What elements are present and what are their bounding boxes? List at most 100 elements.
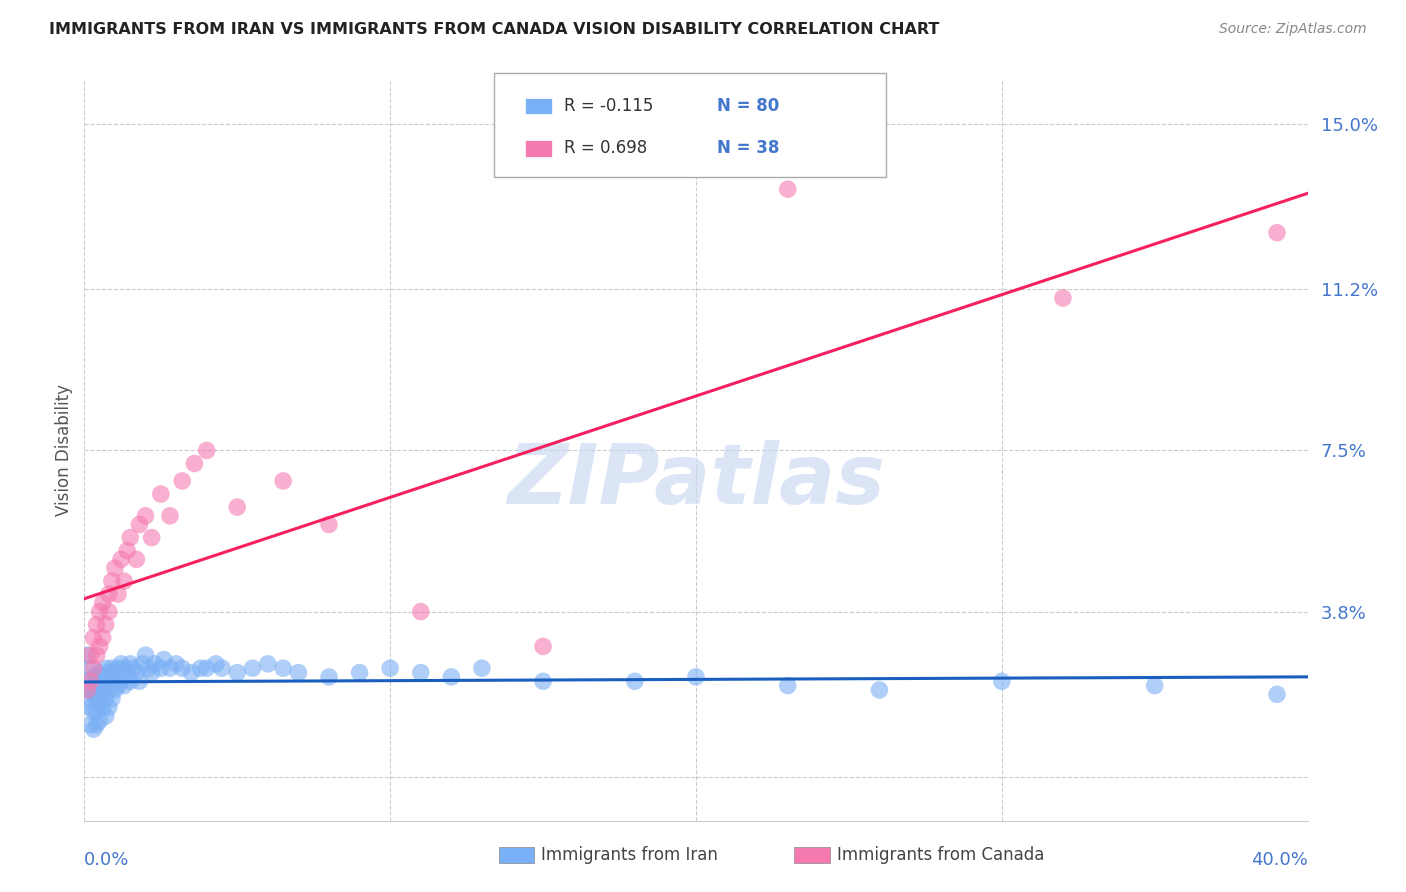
- Point: [97, 683, 120, 698]
- Point: [776, 679, 799, 693]
- Point: [409, 665, 432, 680]
- Point: [149, 661, 172, 675]
- Text: 40.0%: 40.0%: [1251, 851, 1308, 869]
- Point: [120, 531, 142, 545]
- Point: [122, 661, 145, 675]
- Point: [869, 683, 891, 698]
- Point: [112, 661, 135, 675]
- Point: [115, 665, 138, 680]
- Point: [183, 457, 205, 471]
- Point: [79, 683, 101, 698]
- Point: [97, 605, 120, 619]
- Point: [226, 665, 249, 680]
- Point: [141, 665, 163, 680]
- Point: [79, 674, 101, 689]
- Point: [83, 631, 105, 645]
- Point: [471, 661, 494, 675]
- Point: [112, 574, 135, 588]
- Point: [101, 661, 124, 675]
- Point: [318, 670, 340, 684]
- Point: [94, 691, 117, 706]
- Point: [104, 561, 127, 575]
- Point: [101, 574, 124, 588]
- Bar: [524, 140, 551, 156]
- Point: [79, 661, 101, 675]
- Point: [83, 722, 105, 736]
- Point: [531, 640, 554, 654]
- Point: [94, 679, 117, 693]
- Point: [135, 648, 157, 662]
- Point: [89, 665, 111, 680]
- Point: [83, 687, 105, 701]
- Point: [76, 648, 98, 662]
- Point: [91, 670, 114, 684]
- Point: [205, 657, 228, 671]
- Point: [76, 683, 98, 698]
- Point: [624, 674, 647, 689]
- Point: [271, 661, 294, 675]
- Point: [172, 474, 194, 488]
- Point: [149, 487, 172, 501]
- Point: [180, 665, 202, 680]
- Point: [991, 674, 1014, 689]
- Point: [86, 718, 108, 732]
- Point: [257, 657, 280, 671]
- Point: [211, 661, 233, 675]
- Point: [349, 665, 371, 680]
- Point: [226, 500, 249, 514]
- Point: [83, 705, 105, 719]
- Text: R = 0.698: R = 0.698: [564, 139, 647, 157]
- Point: [120, 657, 142, 671]
- Point: [1052, 291, 1074, 305]
- Point: [91, 596, 114, 610]
- Point: [83, 661, 105, 675]
- Text: Immigrants from Canada: Immigrants from Canada: [837, 847, 1043, 864]
- Point: [128, 517, 150, 532]
- Point: [101, 691, 124, 706]
- Point: [83, 670, 105, 684]
- Point: [380, 661, 402, 675]
- Point: [1265, 687, 1288, 701]
- Point: [97, 700, 120, 714]
- Text: IMMIGRANTS FROM IRAN VS IMMIGRANTS FROM CANADA VISION DISABILITY CORRELATION CHA: IMMIGRANTS FROM IRAN VS IMMIGRANTS FROM …: [49, 22, 939, 37]
- Y-axis label: Vision Disability: Vision Disability: [55, 384, 73, 516]
- Point: [110, 552, 132, 566]
- Point: [409, 605, 432, 619]
- Point: [172, 661, 194, 675]
- Point: [110, 674, 132, 689]
- Point: [112, 679, 135, 693]
- Point: [125, 552, 148, 566]
- Point: [86, 648, 108, 662]
- Point: [1143, 679, 1166, 693]
- Point: [107, 679, 129, 693]
- Point: [94, 661, 117, 675]
- FancyBboxPatch shape: [494, 73, 886, 177]
- Point: [91, 700, 114, 714]
- Bar: [524, 98, 551, 114]
- Point: [107, 661, 129, 675]
- Point: [94, 617, 117, 632]
- Point: [195, 661, 218, 675]
- Text: R = -0.115: R = -0.115: [564, 97, 654, 115]
- Point: [94, 709, 117, 723]
- Point: [91, 683, 114, 698]
- Point: [685, 670, 707, 684]
- Point: [131, 657, 153, 671]
- Text: N = 38: N = 38: [717, 139, 779, 157]
- Point: [86, 617, 108, 632]
- Point: [159, 661, 181, 675]
- Point: [89, 640, 111, 654]
- Point: [141, 531, 163, 545]
- Point: [115, 543, 138, 558]
- Point: [86, 691, 108, 706]
- Point: [79, 648, 101, 662]
- Text: N = 80: N = 80: [717, 97, 779, 115]
- Point: [104, 683, 127, 698]
- Point: [86, 705, 108, 719]
- Text: Immigrants from Iran: Immigrants from Iran: [541, 847, 718, 864]
- Point: [89, 683, 111, 698]
- Text: ZIPatlas: ZIPatlas: [508, 440, 884, 521]
- Point: [531, 674, 554, 689]
- Point: [79, 718, 101, 732]
- Point: [101, 674, 124, 689]
